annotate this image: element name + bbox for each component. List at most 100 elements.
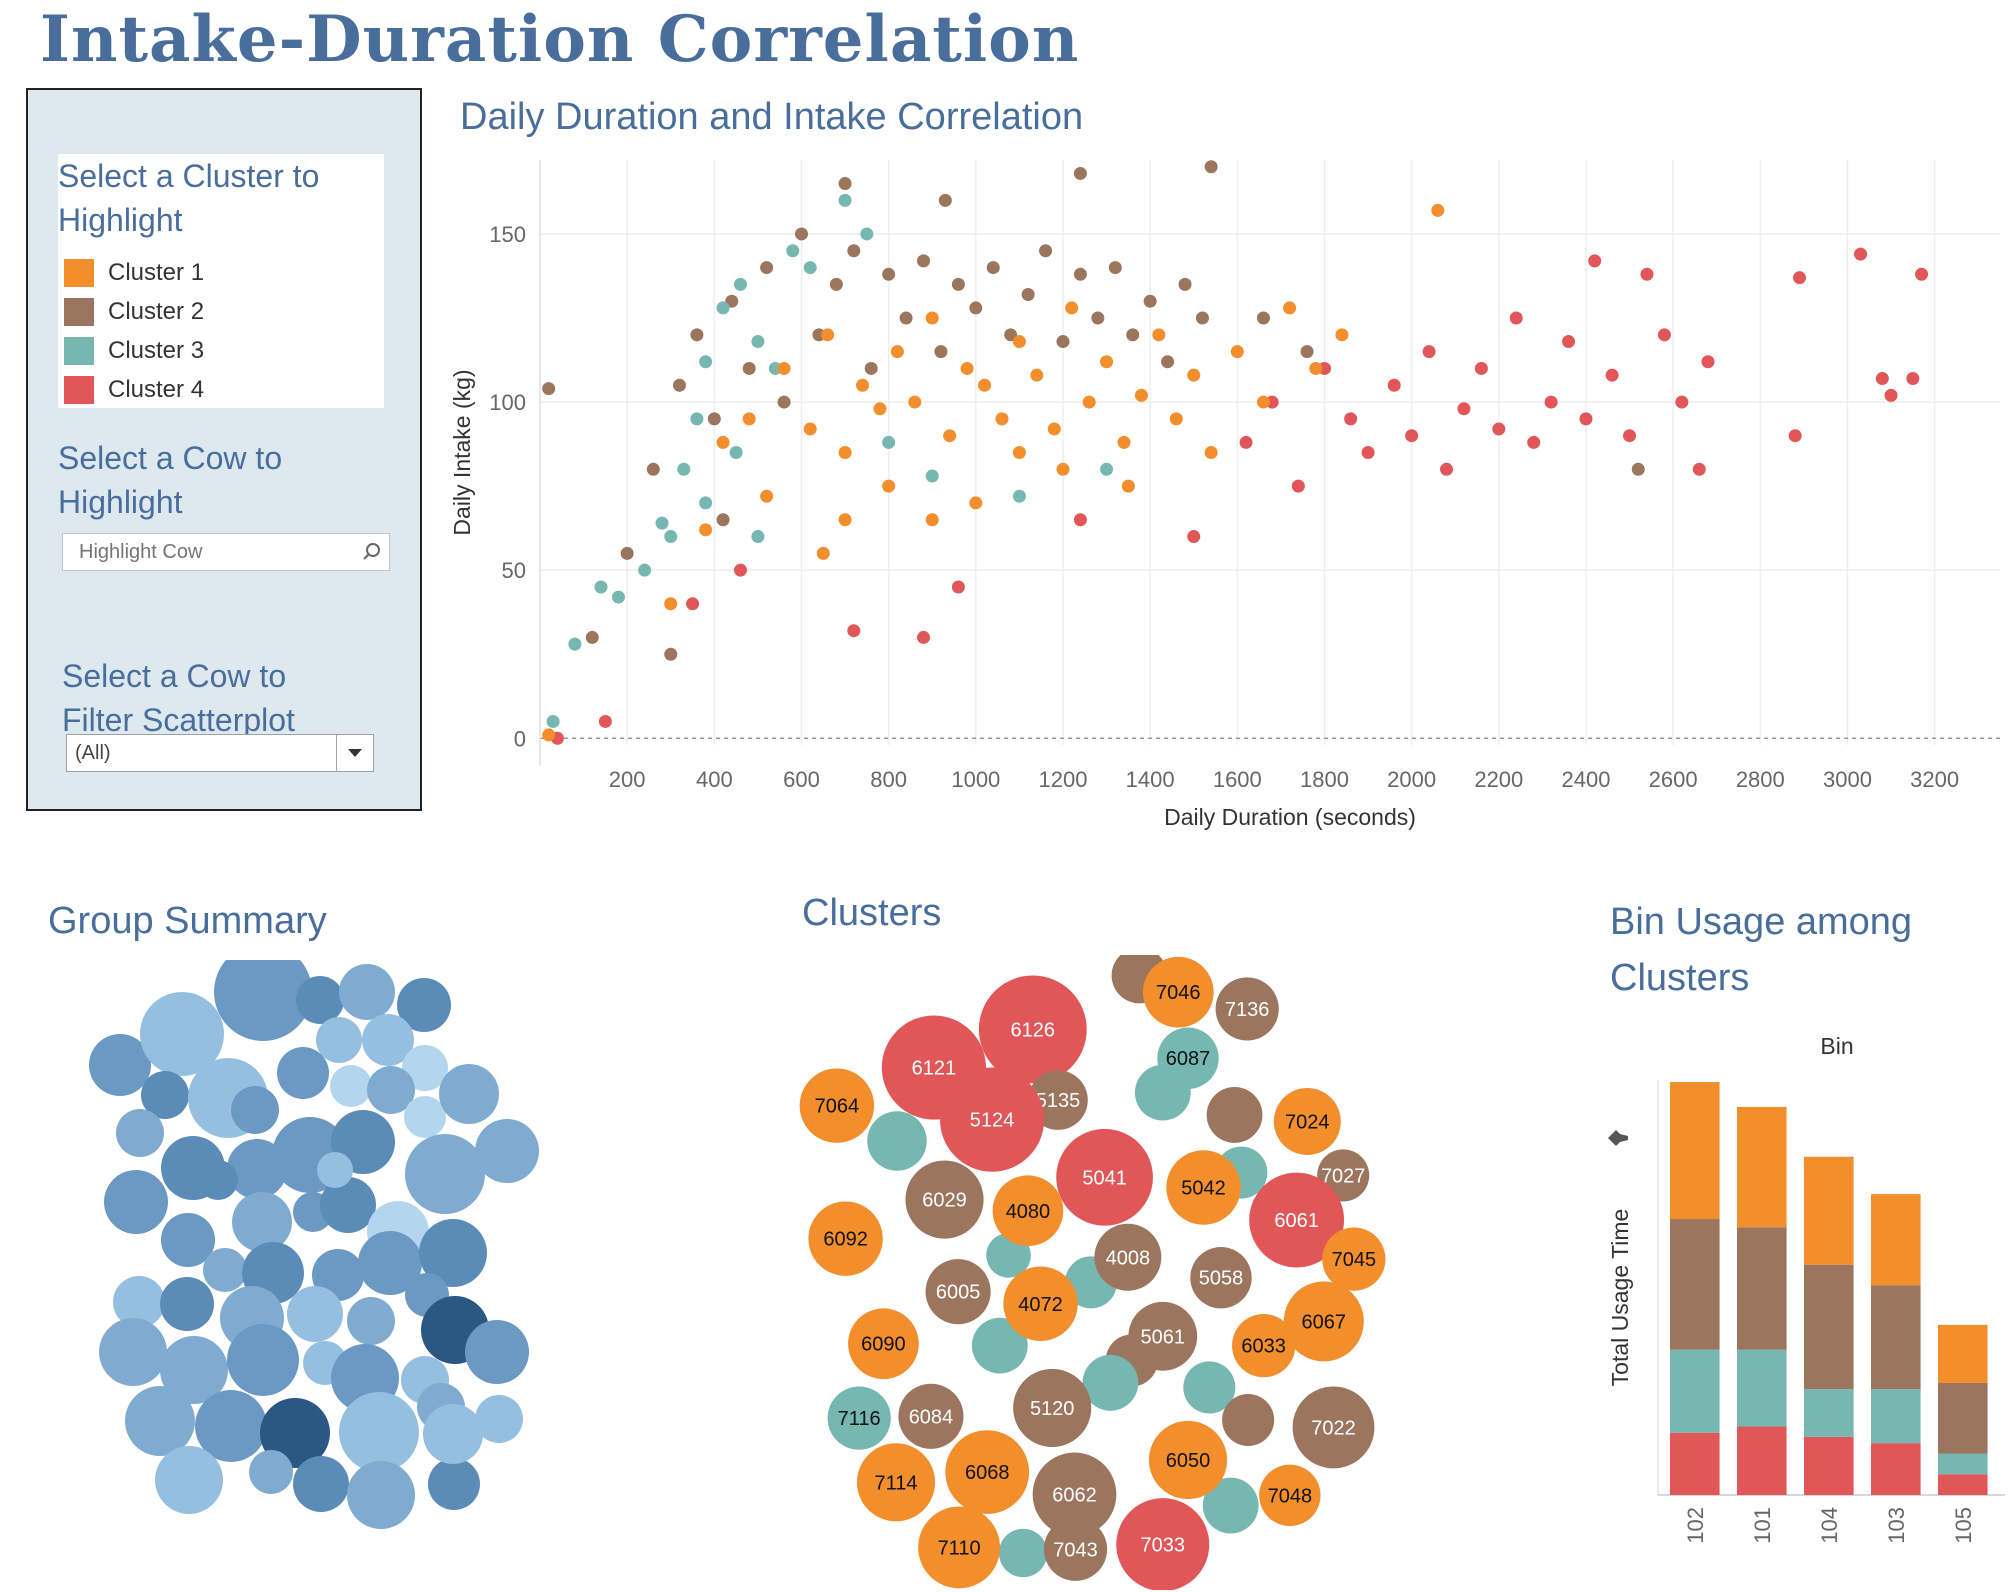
cluster-bubble-circle[interactable] [1128, 1301, 1198, 1371]
cluster-bubble-circle[interactable] [1142, 956, 1214, 1028]
bar-segment[interactable] [1938, 1474, 1988, 1495]
cluster-bubble[interactable]: 6067 [1283, 1281, 1364, 1362]
cluster-bubble[interactable]: 6061 [1249, 1172, 1345, 1268]
data-point[interactable] [951, 277, 965, 291]
data-point[interactable] [1457, 402, 1471, 416]
data-point[interactable] [1012, 446, 1026, 459]
cluster-bubble[interactable]: 7033 [1116, 1498, 1210, 1590]
data-point[interactable] [873, 402, 887, 416]
data-point[interactable] [1152, 328, 1166, 342]
cluster-bubble-circle[interactable] [1190, 1247, 1252, 1309]
group-bubble[interactable] [405, 1134, 485, 1214]
group-bubble[interactable] [160, 1277, 214, 1331]
data-point[interactable] [899, 311, 913, 325]
data-point[interactable] [1544, 395, 1558, 409]
data-point[interactable] [1788, 429, 1802, 443]
data-point[interactable] [777, 361, 791, 375]
bar-segment[interactable] [1871, 1285, 1921, 1390]
data-point[interactable] [677, 462, 691, 476]
cluster-bubble[interactable]: 4080 [992, 1175, 1064, 1247]
bar-segment[interactable] [1938, 1453, 1988, 1475]
bar-segment[interactable] [1804, 1389, 1854, 1437]
bar-segment[interactable] [1737, 1426, 1787, 1495]
cluster-bubble[interactable]: 6029 [905, 1160, 984, 1239]
bar-segment[interactable] [1938, 1324, 1988, 1383]
group-bubble[interactable] [347, 1461, 415, 1529]
data-point[interactable] [1640, 267, 1654, 281]
data-point[interactable] [1021, 287, 1035, 301]
cluster-bubble[interactable]: 7110 [918, 1506, 1000, 1589]
group-bubble[interactable] [260, 1398, 330, 1468]
data-point[interactable] [542, 382, 556, 396]
bar-segment[interactable] [1670, 1082, 1720, 1220]
data-point[interactable] [1073, 166, 1087, 180]
data-point[interactable] [1291, 479, 1305, 493]
group-bubble[interactable] [475, 1395, 523, 1443]
group-bubble[interactable] [287, 1286, 343, 1342]
cluster-bubble[interactable]: 7136 [1215, 977, 1279, 1041]
cluster-bubble-circle[interactable] [1043, 1517, 1108, 1581]
data-point[interactable] [969, 496, 983, 510]
data-point[interactable] [1117, 435, 1131, 449]
cluster-bubble-unlabeled[interactable] [1206, 1087, 1263, 1143]
data-point[interactable] [751, 335, 765, 349]
cluster-bubble-unlabeled[interactable] [1082, 1354, 1139, 1411]
data-point[interactable] [1884, 388, 1898, 402]
group-bubble[interactable] [339, 1392, 419, 1472]
data-point[interactable] [664, 647, 678, 661]
cluster-bubble[interactable]: 5042 [1166, 1150, 1241, 1225]
data-point[interactable] [699, 496, 713, 510]
data-point[interactable] [969, 301, 983, 315]
cluster-bubble-circle[interactable] [1259, 1464, 1321, 1527]
group-bubble[interactable] [419, 1219, 487, 1287]
group-bubble[interactable] [160, 1336, 228, 1404]
group-bubble[interactable] [367, 1066, 415, 1114]
data-point[interactable] [1701, 355, 1715, 369]
data-point[interactable] [742, 361, 756, 375]
cluster-bubble-circle[interactable] [945, 1430, 1030, 1514]
group-bubble[interactable] [214, 960, 312, 1041]
data-point[interactable] [1073, 267, 1087, 281]
data-point[interactable] [1361, 446, 1375, 459]
data-point[interactable] [943, 429, 957, 443]
data-point[interactable] [686, 597, 700, 611]
data-point[interactable] [1082, 395, 1096, 409]
cluster-bubble[interactable]: 4008 [1094, 1223, 1162, 1291]
group-bubble[interactable] [232, 1192, 292, 1252]
data-point[interactable] [1065, 301, 1079, 315]
bar-segment[interactable] [1871, 1443, 1921, 1495]
group-bubble[interactable] [428, 1458, 480, 1510]
cluster-bubble[interactable]: 7048 [1259, 1464, 1321, 1527]
data-point[interactable] [1169, 412, 1183, 426]
data-point[interactable] [847, 244, 861, 258]
cluster-bubble-circle[interactable] [939, 1067, 1045, 1172]
group-bubble[interactable] [161, 1213, 215, 1267]
cluster-bubble-circle[interactable] [978, 975, 1087, 1084]
data-point[interactable] [1108, 261, 1122, 275]
group-bubble[interactable] [203, 1248, 247, 1292]
data-point[interactable] [1126, 328, 1140, 342]
cluster-bubble[interactable]: 6092 [808, 1201, 883, 1276]
data-point[interactable] [1239, 435, 1253, 449]
data-point[interactable] [1854, 247, 1868, 261]
group-bubble[interactable] [231, 1086, 279, 1134]
group-bubble[interactable] [475, 1119, 539, 1183]
cluster-bubble[interactable]: 7022 [1292, 1386, 1375, 1469]
cluster-bubble-circle[interactable] [1094, 1223, 1162, 1291]
data-point[interactable] [1906, 372, 1920, 386]
data-point[interactable] [751, 530, 765, 544]
data-point[interactable] [1056, 462, 1070, 476]
data-point[interactable] [1143, 294, 1157, 308]
data-point[interactable] [1100, 462, 1114, 476]
data-point[interactable] [699, 523, 713, 537]
cluster-bubble-circle[interactable] [1322, 1227, 1386, 1291]
data-point[interactable] [1134, 388, 1148, 402]
data-point[interactable] [1039, 244, 1053, 258]
data-point[interactable] [1030, 368, 1044, 382]
cluster-bubble-circle[interactable] [848, 1308, 919, 1380]
data-point[interactable] [1230, 345, 1244, 359]
cluster-bubble[interactable]: 5041 [1056, 1128, 1153, 1226]
group-bubble[interactable] [104, 1170, 168, 1234]
data-point[interactable] [672, 378, 686, 392]
cluster-bubble-circle[interactable] [918, 1506, 1000, 1589]
